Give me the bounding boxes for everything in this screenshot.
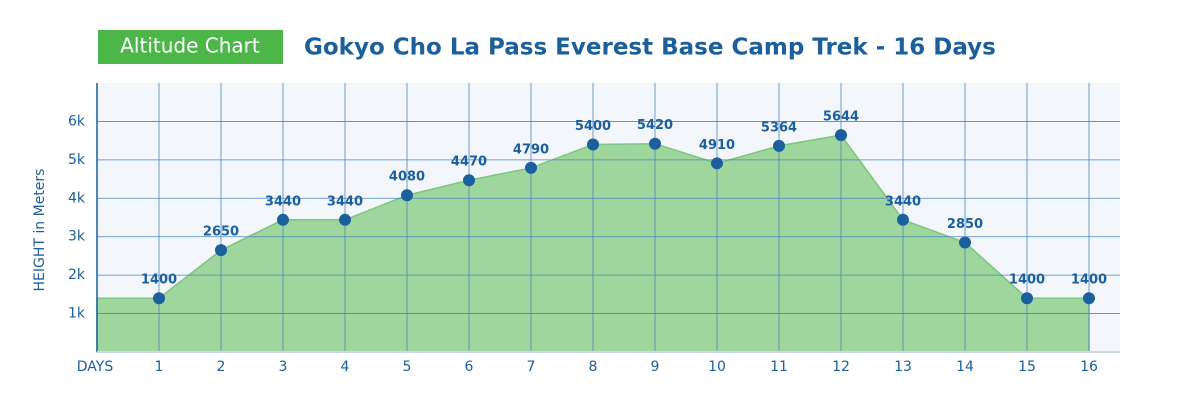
y-tick-label: 1k: [68, 306, 86, 322]
x-tick-label: 5: [403, 359, 412, 375]
x-tick-label: 4: [341, 359, 350, 375]
chart-title: Gokyo Cho La Pass Everest Base Camp Trek…: [304, 35, 996, 61]
y-tick-label: 5k: [68, 152, 86, 168]
data-label: 4910: [699, 138, 735, 153]
x-tick-label: 11: [770, 359, 788, 375]
data-label: 1400: [1071, 273, 1107, 288]
x-tick-label: 6: [465, 359, 474, 375]
point: [463, 174, 475, 187]
data-label: 3440: [885, 194, 921, 209]
point: [401, 189, 413, 202]
x-tick-label: 7: [527, 359, 536, 375]
y-tick-label: 4k: [68, 190, 86, 206]
x-tick-label: 12: [832, 359, 850, 375]
data-label: 5644: [823, 110, 859, 125]
x-tick-label: 13: [894, 359, 912, 375]
x-tick-label: 10: [708, 359, 726, 375]
data-label: 5364: [761, 120, 797, 135]
point: [959, 236, 971, 249]
x-tick-label: 8: [589, 359, 598, 375]
x-tick-label: 15: [1018, 359, 1036, 375]
x-tick-label: 2: [217, 359, 226, 375]
data-label: 2850: [947, 217, 983, 232]
x-tick-label: 16: [1080, 359, 1098, 375]
point: [587, 138, 599, 151]
data-label: 3440: [265, 194, 301, 209]
data-label: 4470: [451, 155, 487, 170]
x-tick-label: 9: [651, 359, 660, 375]
y-tick-label: 3k: [68, 229, 86, 245]
point: [1021, 292, 1033, 305]
y-axis-label: HEIGHT in Meters: [32, 169, 48, 292]
badge: Altitude Chart: [120, 34, 260, 58]
point: [649, 137, 661, 150]
data-label: 5400: [575, 119, 611, 134]
point: [835, 129, 847, 142]
point: [711, 157, 723, 170]
point: [215, 244, 227, 257]
point: [773, 139, 785, 152]
x-tick-label: 3: [279, 359, 288, 375]
data-label: 1400: [1009, 273, 1045, 288]
point: [525, 161, 537, 174]
point: [277, 213, 289, 226]
x-tick-label: 14: [956, 359, 974, 375]
badge-box: [98, 30, 283, 64]
point: [897, 213, 909, 226]
data-label: 4080: [389, 170, 425, 185]
data-label: 4790: [513, 142, 549, 157]
data-label: 5420: [637, 118, 673, 133]
data-label: 1400: [141, 273, 177, 288]
x-axis-label: DAYS: [77, 359, 114, 375]
data-label: 3440: [327, 194, 363, 209]
point: [339, 213, 351, 226]
x-tick-label: 1: [155, 359, 164, 375]
point: [1083, 292, 1095, 305]
y-tick-label: 6k: [68, 113, 86, 129]
data-label: 2650: [203, 225, 239, 240]
y-tick-label: 2k: [68, 267, 86, 283]
point: [153, 292, 165, 305]
